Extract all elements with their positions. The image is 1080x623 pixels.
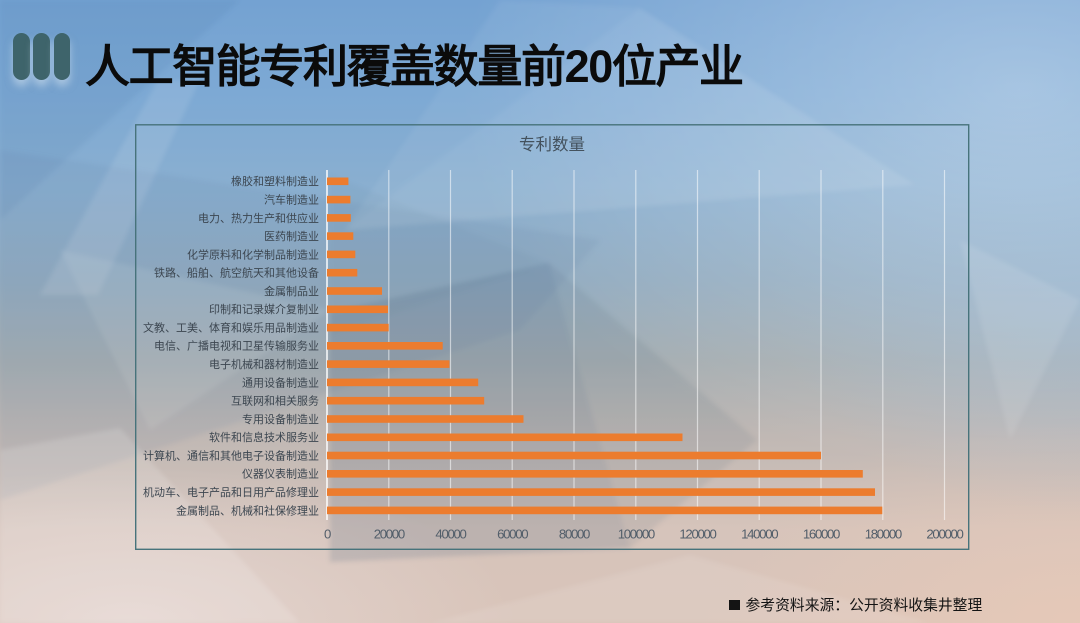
svg-text:80000: 80000 (559, 527, 590, 542)
svg-text:专用设备制造业: 专用设备制造业 (242, 412, 319, 426)
svg-text:金属制品、机械和社保修理业: 金属制品、机械和社保修理业 (176, 503, 319, 517)
svg-text:橡胶和塑料制造业: 橡胶和塑料制造业 (231, 174, 319, 188)
svg-text:医药制造业: 医药制造业 (264, 229, 319, 243)
svg-text:印制和记录媒介复制业: 印制和记录媒介复制业 (209, 302, 319, 316)
svg-text:160000: 160000 (803, 527, 840, 542)
svg-text:金属制品业: 金属制品业 (264, 284, 319, 298)
svg-text:200000: 200000 (926, 527, 963, 542)
svg-text:通用设备制造业: 通用设备制造业 (242, 375, 319, 389)
svg-text:120000: 120000 (679, 527, 716, 542)
svg-text:140000: 140000 (741, 527, 778, 542)
svg-text:文教、工美、体育和娱乐用品制造业: 文教、工美、体育和娱乐用品制造业 (143, 321, 319, 335)
svg-text:电信、广播电视和卫星传输服务业: 电信、广播电视和卫星传输服务业 (154, 339, 319, 353)
svg-text:互联网和相关服务: 互联网和相关服务 (231, 394, 319, 408)
svg-text:电子机械和器材制造业: 电子机械和器材制造业 (209, 357, 319, 371)
svg-text:60000: 60000 (497, 527, 528, 542)
svg-text:汽车制造业: 汽车制造业 (264, 193, 319, 207)
svg-text:仪器仪表制造业: 仪器仪表制造业 (242, 467, 319, 481)
svg-text:机动车、电子产品和日用产品修理业: 机动车、电子产品和日用产品修理业 (143, 485, 319, 499)
svg-text:0: 0 (324, 527, 331, 542)
svg-text:20000: 20000 (374, 527, 405, 542)
svg-text:电力、热力生产和供应业: 电力、热力生产和供应业 (198, 211, 319, 225)
svg-text:专利数量: 专利数量 (519, 135, 585, 154)
svg-text:40000: 40000 (435, 527, 466, 542)
svg-text:计算机、通信和其他电子设备制造业: 计算机、通信和其他电子设备制造业 (143, 448, 319, 462)
svg-text:化学原料和化学制品制造业: 化学原料和化学制品制造业 (187, 247, 319, 261)
svg-text:软件和信息技术服务业: 软件和信息技术服务业 (209, 430, 319, 444)
svg-text:100000: 100000 (618, 527, 655, 542)
svg-text:180000: 180000 (865, 527, 902, 542)
svg-text:铁路、船舶、航空航天和其他设备: 铁路、船舶、航空航天和其他设备 (154, 266, 319, 280)
